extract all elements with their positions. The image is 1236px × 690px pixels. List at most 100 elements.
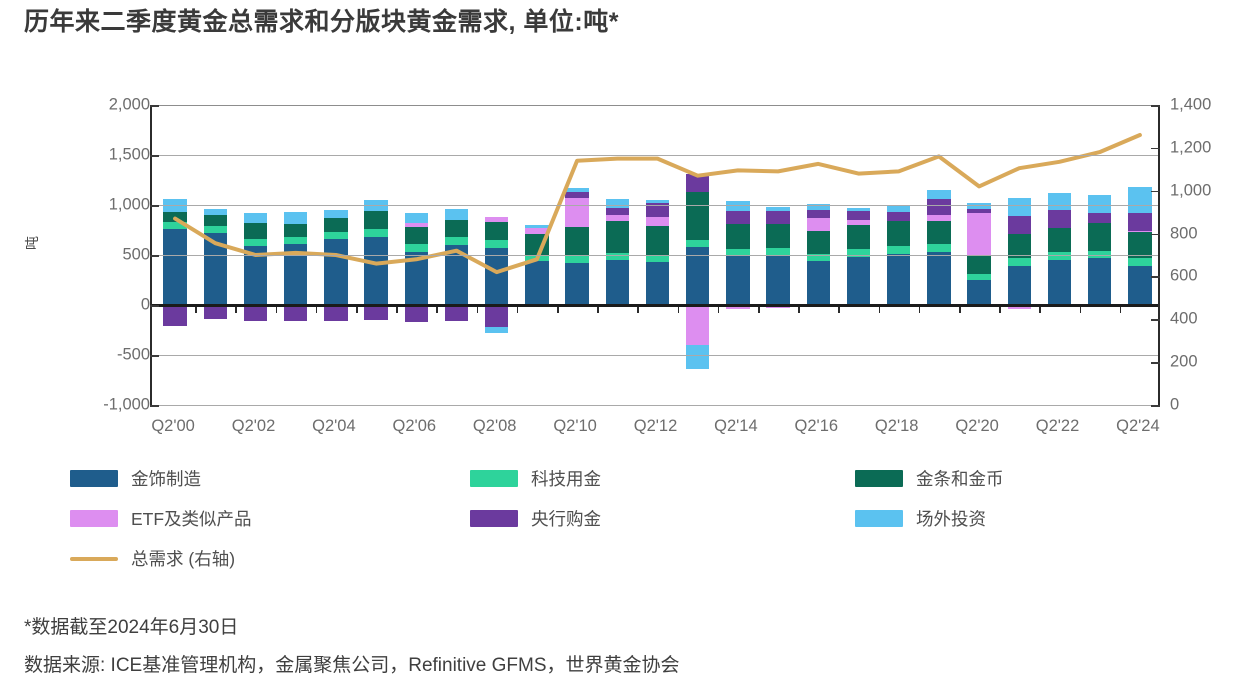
- legend-line-swatch: [70, 556, 118, 561]
- y-axis-left-tick: [150, 405, 159, 407]
- x-axis-tick-label: Q2'18: [874, 417, 919, 435]
- bar-stack: [927, 105, 951, 405]
- bar-segment: [243, 239, 268, 246]
- legend-item[interactable]: 央行购金: [470, 506, 601, 531]
- y-axis-left-tick-label: 500: [122, 245, 150, 264]
- bar-segment: [927, 199, 951, 215]
- bar-segment: [404, 305, 428, 322]
- bar-segment: [324, 305, 348, 321]
- x-axis-tick-label: Q2'04: [312, 417, 356, 435]
- bar-segment: [1047, 260, 1072, 305]
- x-axis-tick: [637, 305, 639, 313]
- bar-segment: [163, 305, 187, 326]
- y-axis-right-tick: [1151, 276, 1160, 278]
- bar-segment: [525, 228, 549, 234]
- bar-segment: [565, 192, 589, 198]
- legend-label: 金饰制造: [131, 469, 201, 489]
- bar-segment: [1128, 231, 1152, 232]
- bar-segment: [404, 213, 428, 223]
- x-axis-tick: [436, 305, 438, 313]
- bar-segment: [605, 207, 629, 215]
- bar-segment: [1128, 232, 1152, 258]
- bar-segment: [1128, 187, 1152, 213]
- legend-color-swatch: [855, 510, 903, 527]
- bar-segment: [1088, 195, 1112, 213]
- y-axis-right-tick-label: 1,000: [1170, 181, 1212, 200]
- legend-label: 科技用金: [531, 469, 601, 489]
- legend-item[interactable]: 科技用金: [470, 466, 601, 491]
- x-axis-tick: [356, 305, 358, 313]
- bar-segment: [364, 237, 388, 305]
- y-axis-left-tick: [150, 355, 159, 357]
- bar-segment: [726, 201, 750, 211]
- x-axis-tick: [557, 305, 559, 313]
- bar-segment: [645, 203, 670, 217]
- bar-segment: [927, 221, 951, 244]
- x-axis-tick-label: Q2'00: [151, 417, 195, 435]
- legend-item[interactable]: 金饰制造: [70, 466, 201, 491]
- legend-color-swatch: [70, 470, 118, 487]
- x-axis-tick: [597, 305, 599, 313]
- bar-segment: [284, 305, 308, 321]
- legend-item[interactable]: 场外投资: [855, 506, 986, 531]
- bar-stack: [645, 105, 670, 405]
- y-axis-right-tick: [1151, 190, 1160, 193]
- x-axis-tick: [1079, 305, 1082, 313]
- bar-stack: [1007, 105, 1031, 405]
- legend-item[interactable]: 总需求 (右轴): [70, 546, 235, 571]
- bar-segment: [686, 305, 710, 345]
- bar-segment: [485, 326, 509, 333]
- bar-segment: [967, 208, 991, 213]
- bar-segment: [565, 227, 589, 256]
- y-axis-left-tick: [150, 255, 159, 257]
- y-axis-right-tick-label: 400: [1170, 309, 1198, 328]
- bar-segment: [364, 305, 388, 320]
- bar-segment: [605, 214, 629, 221]
- bar-segment: [846, 207, 871, 211]
- bar-segment: [806, 217, 830, 231]
- bar-segment: [846, 210, 871, 220]
- bar-segment: [243, 305, 268, 321]
- x-axis-tick: [878, 305, 881, 313]
- legend-item[interactable]: 金条和金币: [855, 466, 1004, 491]
- x-axis-tick-label: Q2'08: [472, 417, 517, 435]
- bar-segment: [364, 210, 388, 229]
- legend-item[interactable]: ETF及类似产品: [70, 506, 252, 531]
- bar-stack: [1128, 105, 1152, 405]
- x-axis-tick-label: Q2'16: [794, 417, 839, 435]
- x-axis-tick: [959, 305, 961, 313]
- x-axis-tick: [235, 305, 237, 313]
- y-axis-left-tick: [150, 305, 159, 307]
- x-axis-tick-label: Q2'24: [1116, 417, 1160, 435]
- bar-segment: [243, 222, 268, 239]
- bar-stack: [686, 105, 710, 405]
- bar-segment: [887, 205, 911, 212]
- bar-segment: [645, 262, 670, 305]
- bar-segment: [726, 249, 750, 256]
- bar-segment: [203, 215, 227, 226]
- bar-segment: [645, 255, 670, 262]
- bar-segment: [726, 211, 750, 224]
- bar-stack: [284, 105, 308, 405]
- bar-series-container: [152, 105, 1158, 405]
- bar-segment: [645, 217, 670, 226]
- bar-segment: [887, 220, 911, 246]
- bar-segment: [1128, 213, 1152, 231]
- y-axis-left-tick-label: 1,500: [108, 145, 150, 164]
- bar-segment: [686, 174, 710, 192]
- bar-segment: [444, 305, 469, 321]
- bar-segment: [726, 256, 750, 305]
- bar-segment: [203, 209, 227, 215]
- y-axis-right-tick: [1151, 319, 1160, 321]
- bar-segment: [1007, 266, 1031, 305]
- y-axis-right-tick-label: 1,400: [1170, 95, 1212, 114]
- zero-axis-line: [152, 304, 1158, 307]
- bar-segment: [163, 229, 187, 305]
- y-axis-right-tick-label: 200: [1170, 352, 1198, 371]
- bar-segment: [967, 255, 991, 274]
- y-axis-left-tick: [150, 105, 159, 107]
- y-axis-right-tick: [1151, 105, 1160, 107]
- bar-segment: [1088, 251, 1112, 258]
- y-axis-right-tick: [1151, 147, 1160, 150]
- bar-segment: [243, 246, 268, 305]
